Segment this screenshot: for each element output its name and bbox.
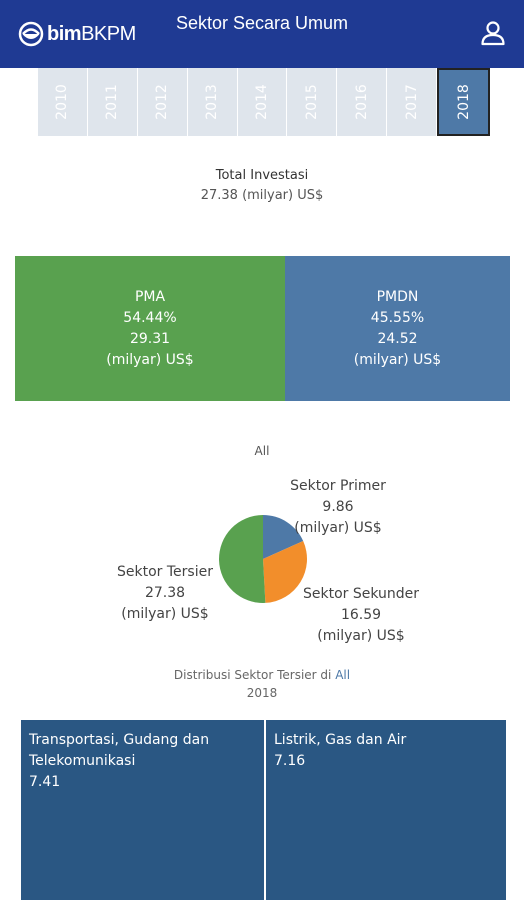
total-investment: Total Investasi 27.38 (milyar) US$	[0, 166, 524, 206]
sekunder-unit: (milyar) US$	[317, 628, 405, 644]
logo-text-bold: bim	[47, 22, 82, 45]
treemap-cell-value: 7.41	[29, 774, 61, 790]
sekunder-name: Sektor Sekunder	[302, 586, 420, 602]
pie-label-sekunder: Sektor Sekunder 16.59 (milyar) US$	[296, 584, 426, 647]
pma-pmdn-split: PMA 54.44% 29.31 (milyar) US$ PMDN 45.55…	[15, 256, 510, 401]
pie-filter-label: All	[254, 444, 270, 458]
primer-unit: (milyar) US$	[294, 520, 382, 536]
primer-name: Sektor Primer	[290, 478, 386, 494]
total-investment-value: 27.38 (milyar) US$	[200, 188, 324, 203]
bkpm-logo[interactable]: bimBKPM	[18, 20, 136, 48]
year-label: 2016	[353, 84, 370, 120]
year-label: 2018	[455, 84, 472, 120]
year-label: 2017	[403, 84, 420, 120]
sector-pie-chart[interactable]	[219, 515, 307, 603]
year-button-2015[interactable]: 2015	[287, 68, 338, 136]
year-button-2018-selected[interactable]: 2018	[437, 68, 491, 136]
pma-label: PMA	[134, 288, 166, 305]
sekunder-value: 16.59	[340, 607, 382, 623]
tersier-value: 27.38	[144, 585, 186, 601]
pma-block[interactable]: PMA 54.44% 29.31 (milyar) US$	[15, 256, 285, 401]
pma-percent: 54.44%	[123, 309, 177, 326]
page-title: Sektor Secara Umum	[175, 13, 349, 33]
year-button-2011[interactable]: 2011	[87, 68, 138, 136]
distribution-filter-link[interactable]: All	[335, 668, 351, 682]
year-label: 2011	[104, 84, 121, 120]
year-label: 2015	[303, 84, 320, 120]
year-button-2010[interactable]: 2010	[38, 68, 88, 136]
pie-slice-sektor-sekunder[interactable]	[263, 541, 307, 603]
logo-text-light: BKPM	[81, 22, 136, 45]
year-button-2014[interactable]: 2014	[237, 68, 288, 136]
pie-label-tersier: Sektor Tersier 27.38 (milyar) US$	[100, 562, 230, 625]
year-label: 2012	[154, 84, 171, 120]
treemap-cell-value: 7.16	[274, 753, 306, 769]
treemap-cell-label: Listrik, Gas dan Air	[274, 732, 407, 748]
bkpm-logo-icon	[18, 21, 44, 47]
pmdn-percent: 45.55%	[370, 309, 425, 326]
logo-text: bimBKPM	[47, 23, 136, 46]
pie-slice-sektor-primer[interactable]	[263, 515, 304, 559]
year-label: 2013	[204, 84, 221, 120]
treemap-cell-listrik[interactable]: Listrik, Gas dan Air 7.16	[266, 720, 506, 900]
pmdn-block[interactable]: PMDN 45.55% 24.52 (milyar) US$	[285, 256, 510, 401]
distribution-prefix: Distribusi Sektor Tersier di	[173, 668, 336, 682]
year-button-2012[interactable]: 2012	[137, 68, 188, 136]
year-button-2017[interactable]: 2017	[387, 68, 438, 136]
year-button-2016[interactable]: 2016	[337, 68, 388, 136]
pmdn-label: PMDN	[376, 288, 419, 305]
user-profile-icon[interactable]	[480, 20, 506, 46]
year-label: 2014	[254, 84, 270, 120]
treemap-cell-label: Transportasi, Gudang dan Telekomunikasi	[29, 732, 210, 769]
distribution-title: Distribusi Sektor Tersier di All 2018	[0, 666, 524, 702]
year-selector: 2010 2011 2012 2013 2014 2015 2016 2017 …	[38, 68, 491, 136]
pie-label-primer: Sektor Primer 9.86 (milyar) US$	[278, 476, 398, 539]
year-button-2013[interactable]: 2013	[187, 68, 238, 136]
year-label: 2010	[54, 84, 71, 120]
app-header: bimBKPM Sektor Secara Umum	[0, 0, 524, 68]
total-investment-label: Total Investasi	[215, 168, 309, 183]
tersier-name: Sektor Tersier	[117, 564, 213, 580]
pma-amount: 29.31	[129, 330, 171, 347]
pie-slice-sektor-tersier[interactable]	[219, 515, 266, 603]
pmdn-unit: (milyar) US$	[353, 351, 442, 368]
treemap-cell-transportasi[interactable]: Transportasi, Gudang dan Telekomunikasi …	[21, 720, 266, 900]
tersier-unit: (milyar) US$	[121, 606, 209, 622]
pmdn-amount: 24.52	[377, 330, 418, 347]
primer-value: 9.86	[322, 499, 354, 515]
tersier-treemap: Transportasi, Gudang dan Telekomunikasi …	[21, 720, 506, 900]
distribution-year: 2018	[246, 686, 278, 700]
pma-unit: (milyar) US$	[106, 351, 194, 368]
